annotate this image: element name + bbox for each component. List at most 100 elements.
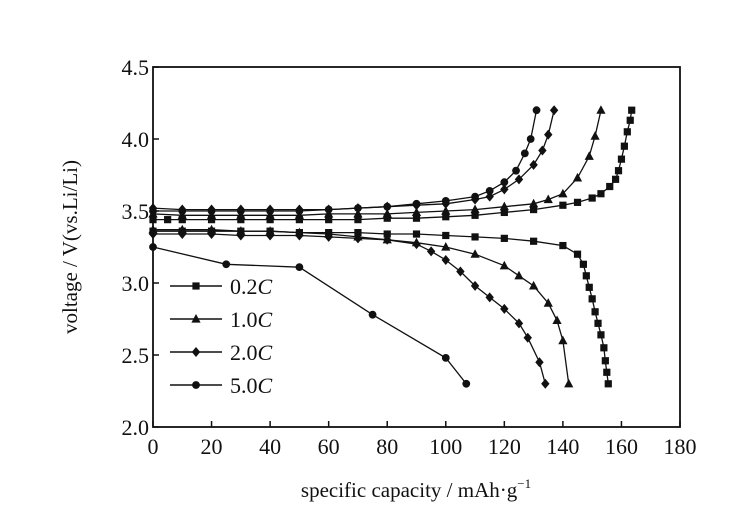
legend-item-2.0C: 2.0C — [170, 340, 273, 365]
data-point-0.2C-charge — [617, 155, 626, 163]
data-point-0.2C-discharge — [412, 230, 421, 238]
data-point-5.0C-charge — [520, 149, 529, 158]
x-axis-title-text: specific capacity / mAh·g — [301, 478, 518, 502]
data-point-5.0C-charge — [412, 199, 421, 208]
data-point-0.2C-charge — [588, 194, 596, 202]
data-point-5.0C-charge — [295, 207, 304, 215]
data-point-2.0C-discharge — [441, 254, 450, 265]
legend-marker — [191, 314, 201, 323]
data-point-0.2C-charge — [620, 142, 628, 150]
data-point-0.2C-charge — [295, 216, 303, 224]
data-point-5.0C-charge — [178, 207, 187, 215]
data-point-0.2C-charge — [237, 216, 245, 224]
data-point-0.2C-discharge — [585, 283, 593, 291]
data-point-5.0C-charge — [324, 205, 333, 214]
data-point-1.0C-charge — [590, 131, 600, 140]
data-point-2.0C-charge — [544, 129, 553, 140]
data-point-1.0C-discharge — [564, 378, 574, 388]
data-point-0.2C-charge — [500, 208, 508, 217]
data-point-1.0C-discharge — [236, 226, 246, 235]
data-point-1.0C-discharge — [499, 260, 509, 270]
data-point-0.2C-discharge — [603, 368, 611, 376]
data-point-2.0C-discharge — [353, 233, 363, 244]
data-point-0.2C-discharge — [591, 308, 599, 316]
data-point-2.0C-discharge — [207, 229, 216, 240]
data-point-2.0C-discharge — [383, 234, 392, 245]
data-point-0.2C-charge — [623, 128, 631, 136]
data-point-1.0C-discharge — [470, 249, 480, 258]
ticks-layer: 0 20 40 60 80 100 120 140 160 180 2.0 2.5 3.0 3.5 4.0 4… — [122, 55, 697, 459]
data-point-1.0C-discharge — [206, 224, 217, 234]
data-point-0.2C-discharge — [582, 272, 590, 280]
data-point-5.0C-charge — [526, 135, 535, 143]
data-point-0.2C-discharge — [471, 233, 479, 241]
x-tick-label: 20 — [201, 434, 223, 459]
curves-layer — [148, 105, 636, 389]
data-point-2.0C-discharge — [514, 318, 524, 329]
data-point-0.2C-discharge — [559, 241, 567, 250]
data-point-0.2C-discharge — [530, 237, 538, 245]
data-point-2.0C-charge — [514, 174, 524, 185]
data-point-2.0C-charge — [529, 159, 538, 170]
y-axis-title: voltage / V(vs.Li/Li) — [58, 160, 82, 334]
y-tick-label: 4.0 — [122, 127, 150, 152]
data-point-1.0C-charge — [441, 206, 451, 215]
data-point-5.0C-discharge — [368, 310, 377, 319]
data-point-1.0C-discharge — [177, 224, 187, 234]
data-point-1.0C-discharge — [543, 298, 553, 307]
data-point-2.0C-discharge — [295, 230, 304, 241]
data-point-0.2C-charge — [597, 190, 605, 198]
data-point-0.2C-charge — [573, 198, 582, 206]
data-point-2.0C-discharge — [500, 303, 509, 314]
data-point-0.2C-discharge — [601, 357, 609, 365]
series-5.0C — [149, 106, 541, 388]
data-point-5.0C-discharge — [295, 263, 304, 272]
data-point-0.2C-charge — [164, 216, 172, 224]
data-point-0.2C-charge — [614, 167, 623, 175]
legend-item-5.0C: 5.0C — [170, 373, 273, 398]
data-point-0.2C-discharge — [588, 295, 596, 303]
data-point-0.2C-charge — [471, 211, 479, 219]
x-tick-label: 160 — [605, 434, 638, 459]
data-point-5.0C-charge — [500, 178, 509, 187]
data-point-0.2C-discharge — [579, 260, 587, 268]
data-point-5.0C-charge — [207, 207, 216, 215]
data-point-0.2C-discharge — [597, 331, 605, 339]
legend-item-1.0C: 1.0C — [170, 307, 273, 332]
data-point-1.0C-charge — [584, 151, 594, 160]
data-point-5.0C-charge — [532, 106, 541, 115]
data-point-0.2C-charge — [530, 205, 538, 214]
data-point-2.0C-discharge — [535, 357, 544, 368]
legend: 0.2C 1.0C 2.0C 5.0C — [170, 274, 273, 398]
data-point-5.0C-charge — [266, 207, 275, 215]
data-point-0.2C-charge — [354, 216, 362, 224]
series-line-2.0C-discharge — [153, 233, 546, 384]
legend-marker — [191, 347, 201, 357]
data-point-0.2C-charge — [266, 216, 274, 224]
data-point-5.0C-charge — [471, 192, 479, 201]
y-tick-label: 2.0 — [122, 415, 150, 440]
legend-marker — [192, 282, 200, 290]
data-point-2.0C-charge — [538, 145, 547, 156]
data-point-2.0C-discharge — [265, 230, 275, 241]
data-point-2.0C-discharge — [324, 231, 333, 242]
series-1.0C — [148, 105, 606, 388]
data-point-0.2C-discharge — [442, 231, 450, 240]
data-point-1.0C-discharge — [552, 315, 562, 325]
data-point-1.0C-charge — [382, 208, 392, 218]
data-point-1.0C-charge — [572, 172, 583, 182]
x-axis-title: specific capacity / mAh·g−1 — [301, 476, 531, 502]
data-point-2.0C-discharge — [456, 266, 465, 277]
plot-frame — [152, 66, 681, 428]
x-tick-label: 140 — [546, 434, 579, 459]
x-tick-label: 180 — [664, 434, 697, 459]
data-point-0.2C-charge — [611, 175, 620, 183]
legend-label: 5.0C — [230, 373, 273, 398]
data-point-5.0C-discharge — [441, 353, 450, 362]
x-tick-label: 80 — [376, 434, 398, 459]
series-line-5.0C-charge — [153, 110, 538, 212]
data-point-2.0C-discharge — [178, 229, 187, 240]
legend-label: 2.0C — [230, 340, 273, 365]
data-point-1.0C-charge — [558, 188, 568, 198]
